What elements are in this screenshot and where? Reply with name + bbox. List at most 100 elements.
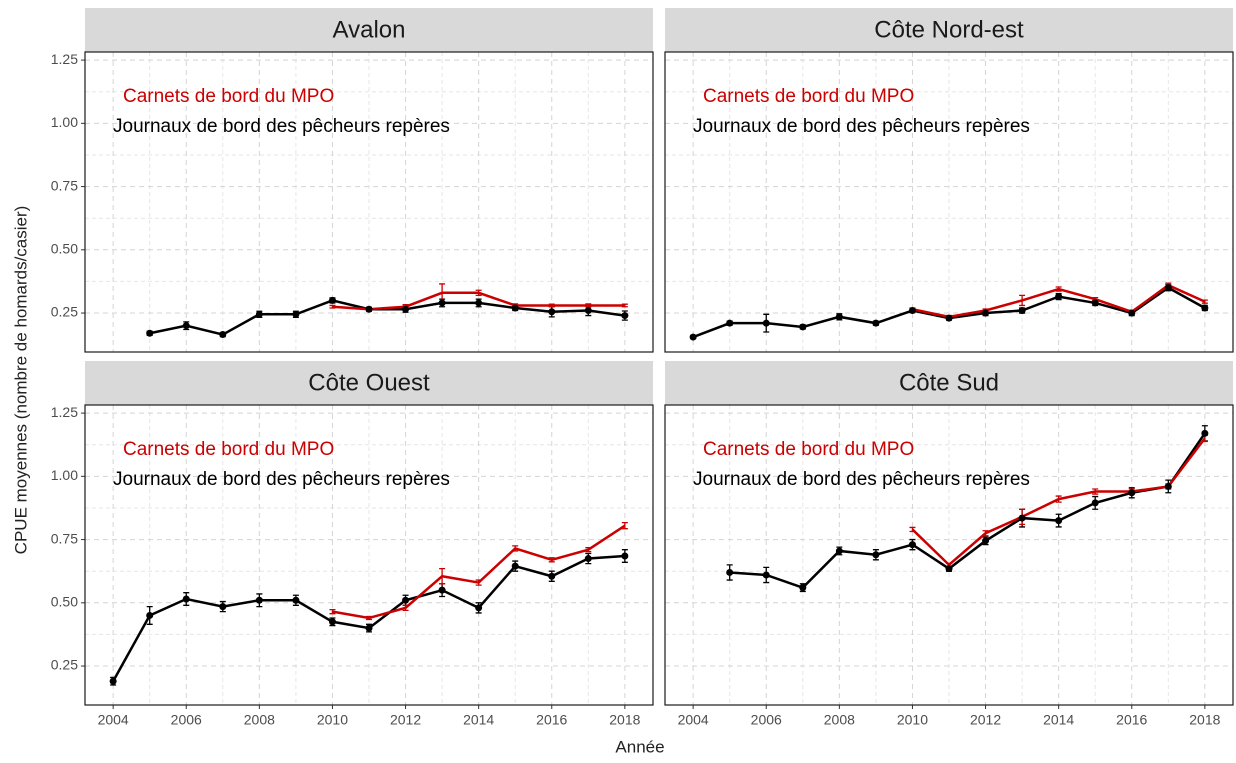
x-tick-label: 2008: [244, 712, 275, 728]
point: [799, 323, 807, 331]
error-bar: [982, 530, 989, 537]
panel-title: Côte Ouest: [308, 369, 430, 396]
point: [146, 611, 154, 619]
panel-border: [84, 404, 654, 706]
error-bar: [329, 304, 336, 309]
point: [1018, 514, 1026, 522]
point: [438, 586, 446, 594]
legend-label: Journaux de bord des pêcheurs repères: [113, 469, 450, 490]
point: [726, 319, 734, 327]
point: [219, 603, 227, 611]
y-tick-label: 1.25: [51, 51, 78, 67]
strip: [665, 8, 1233, 52]
error-bar: [1092, 488, 1099, 495]
strip: [85, 8, 653, 52]
point: [584, 555, 592, 563]
error-bar: [621, 521, 628, 530]
panel-title: Côte Nord-est: [874, 16, 1024, 43]
y-tick-label: 1.00: [51, 467, 78, 483]
point: [365, 624, 373, 632]
x-tick-label: 2006: [751, 712, 782, 728]
x-tick-label: 2014: [463, 712, 494, 728]
error-bar: [366, 615, 372, 621]
point: [872, 319, 880, 327]
error-bar: [475, 289, 482, 296]
point: [762, 319, 770, 327]
point: [219, 331, 227, 339]
x-tick-label: 2018: [609, 712, 640, 728]
error-bar: [475, 579, 482, 586]
error-bar: [909, 526, 916, 533]
x-tick-label: 2016: [1116, 712, 1147, 728]
point: [1164, 482, 1172, 490]
point: [1055, 517, 1063, 525]
point: [365, 305, 373, 313]
point: [872, 551, 880, 559]
point: [548, 572, 556, 580]
y-tick-label: 0.75: [51, 530, 78, 546]
panel-title: Avalon: [333, 16, 406, 43]
point: [1164, 284, 1172, 292]
error-bar: [512, 545, 519, 552]
legend-label: Journaux de bord des pêcheurs repères: [693, 469, 1030, 490]
point: [1128, 489, 1136, 497]
x-tick-label: 2004: [98, 712, 129, 728]
y-tick-label: 0.25: [51, 304, 78, 320]
legend-label: Carnets de bord du MPO: [123, 86, 334, 107]
point: [584, 307, 592, 315]
y-tick-label: 0.50: [51, 594, 78, 610]
point: [1128, 309, 1136, 317]
point: [835, 547, 843, 555]
point: [1055, 293, 1063, 301]
error-bar: [1201, 299, 1208, 304]
point: [475, 604, 483, 612]
series-line: [149, 299, 626, 336]
point: [1018, 307, 1026, 315]
error-bar: [1055, 286, 1062, 292]
y-tick-label: 1.00: [51, 114, 78, 130]
y-tick-label: 0.25: [51, 657, 78, 673]
point: [511, 562, 519, 570]
error-bar: [1019, 294, 1026, 307]
point: [475, 299, 483, 307]
error-bar: [548, 303, 555, 308]
point: [255, 310, 263, 318]
error-bar: [585, 303, 592, 308]
panel-title: Côte Sud: [899, 369, 999, 396]
point: [1201, 304, 1209, 312]
error-bar: [585, 547, 592, 553]
point: [945, 565, 953, 573]
y-tick-label: 0.75: [51, 177, 78, 193]
point: [762, 571, 770, 579]
x-tick-label: 2014: [1043, 712, 1074, 728]
point: [328, 618, 336, 626]
legend-label: Carnets de bord du MPO: [703, 86, 914, 107]
y-tick-label: 1.25: [51, 404, 78, 420]
point: [146, 329, 154, 337]
point: [402, 596, 410, 604]
series-line: [729, 432, 1206, 590]
point: [548, 308, 556, 316]
point: [1201, 429, 1209, 437]
point: [402, 305, 410, 313]
x-tick-label: 2016: [536, 712, 567, 728]
point: [292, 310, 300, 318]
x-axis-title: Année: [615, 737, 664, 756]
point: [511, 304, 519, 312]
point: [799, 584, 807, 592]
point: [621, 552, 629, 560]
x-tick-label: 2012: [390, 712, 421, 728]
point: [1091, 499, 1099, 507]
error-bar: [402, 604, 409, 612]
point: [328, 296, 336, 304]
point: [621, 312, 629, 320]
point: [689, 333, 697, 341]
point: [292, 596, 300, 604]
y-axis-title: CPUE moyennes (nombre de homards/casier): [11, 206, 30, 555]
point: [982, 309, 990, 317]
error-bar: [621, 303, 628, 308]
error-bar: [1055, 495, 1062, 503]
point: [945, 314, 953, 322]
legend-label: Carnets de bord du MPO: [123, 439, 334, 460]
point: [908, 541, 916, 549]
